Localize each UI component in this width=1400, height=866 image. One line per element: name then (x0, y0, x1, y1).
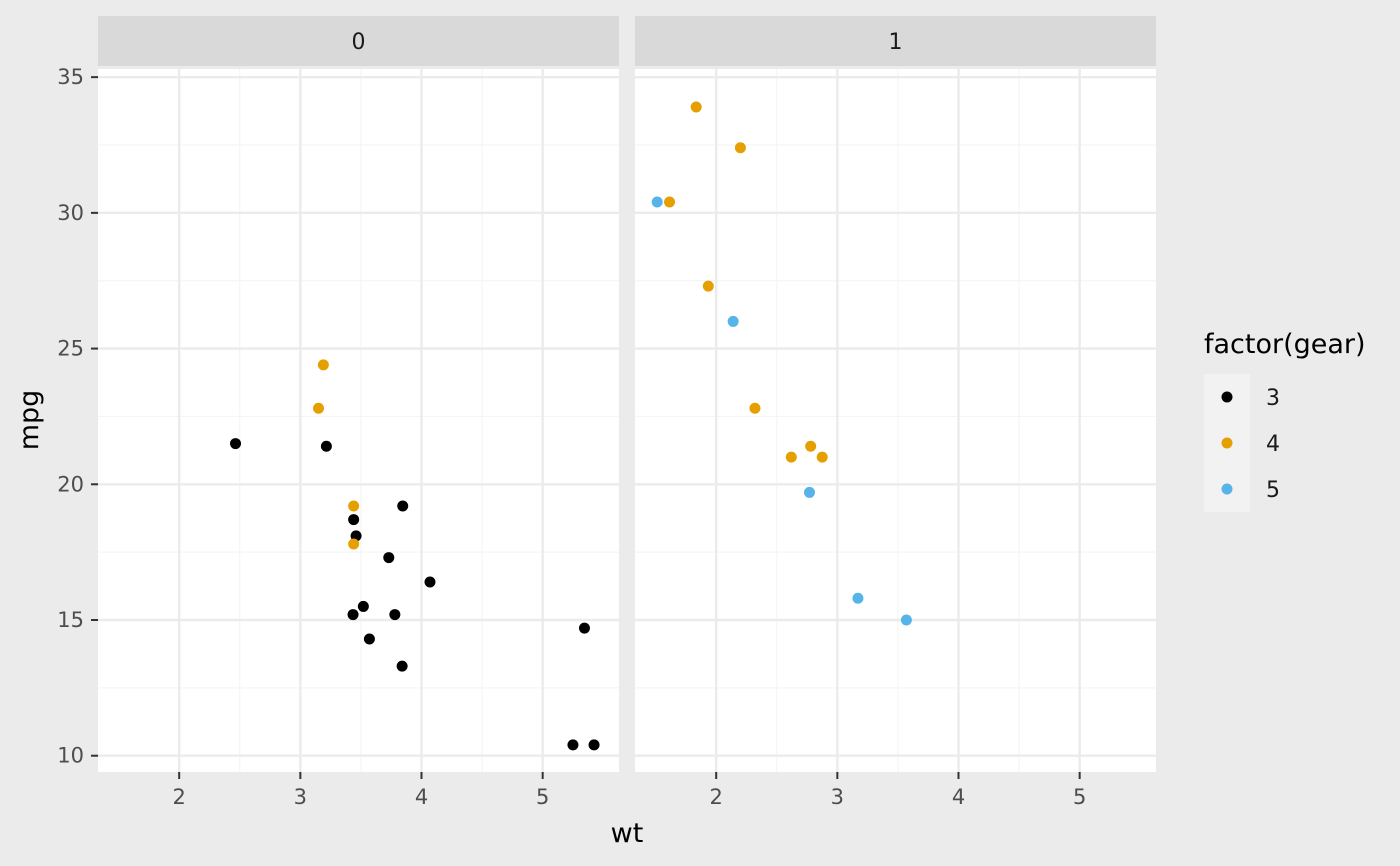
y-axis: 10 15 20 25 30 35 (57, 65, 98, 768)
data-point (397, 500, 409, 512)
x-tick-label: 4 (415, 785, 428, 809)
x-axis-title: wt (611, 818, 644, 849)
data-point (816, 451, 828, 463)
legend-title: factor(gear) (1204, 329, 1366, 360)
data-point (230, 438, 242, 450)
facet-strip-1 (635, 16, 1156, 66)
data-point (567, 739, 579, 751)
legend-label-3: 3 (1266, 386, 1280, 411)
gridlines-0 (98, 69, 619, 772)
data-point (852, 592, 864, 604)
data-point (805, 440, 817, 452)
facet-strip-0 (98, 16, 619, 66)
data-point (363, 633, 375, 645)
data-point (317, 359, 329, 371)
data-point (803, 486, 815, 498)
facet-panel-1: 1 (635, 16, 1156, 772)
data-point (389, 609, 401, 621)
x-tick-label: 2 (172, 785, 185, 809)
legend-label-5: 5 (1266, 478, 1280, 503)
y-tick-label: 35 (57, 65, 84, 89)
data-point (396, 660, 408, 672)
data-point (383, 552, 395, 564)
data-point (348, 538, 360, 550)
data-point (320, 440, 332, 452)
legend-key-4 (1221, 437, 1233, 449)
y-tick-label: 25 (57, 337, 84, 361)
y-tick-label: 15 (57, 608, 84, 632)
panel-area-1 (635, 69, 1156, 772)
gridlines-1 (635, 69, 1156, 772)
data-point (690, 101, 702, 113)
x-axis-1: 2 3 4 5 (709, 772, 1086, 809)
data-point (424, 576, 436, 588)
x-tick-label: 2 (709, 785, 722, 809)
legend-key-5 (1221, 483, 1233, 495)
x-axis-0: 2 3 4 5 (172, 772, 549, 809)
facet-panel-0: 0 (98, 16, 619, 772)
data-point (347, 609, 359, 621)
x-tick-label: 5 (1073, 785, 1086, 809)
legend-key-3 (1221, 391, 1233, 403)
legend-label-4: 4 (1266, 432, 1280, 457)
x-tick-label: 4 (952, 785, 965, 809)
data-point (785, 451, 797, 463)
data-point (651, 196, 663, 208)
y-axis-title: mpg (14, 390, 45, 451)
facet-label-1: 1 (889, 30, 903, 55)
data-point (588, 739, 600, 751)
data-point (664, 196, 676, 208)
y-tick-label: 10 (57, 744, 84, 768)
data-point (749, 402, 761, 414)
points-1 (651, 101, 912, 626)
data-point (348, 500, 360, 512)
points-0 (230, 359, 600, 751)
data-point (702, 280, 714, 292)
data-point (900, 614, 912, 626)
x-tick-label: 3 (294, 785, 307, 809)
data-point (734, 142, 746, 154)
y-tick-label: 30 (57, 201, 84, 225)
data-point (313, 402, 325, 414)
x-tick-label: 3 (831, 785, 844, 809)
data-point (348, 514, 360, 526)
y-tick-label: 20 (57, 472, 84, 496)
legend-entries: 3 4 5 (1221, 386, 1280, 503)
data-point (727, 315, 739, 327)
data-point (578, 622, 590, 634)
legend: factor(gear) 3 4 5 (1204, 329, 1366, 512)
panel-area-0 (98, 69, 619, 772)
data-point (357, 600, 369, 612)
x-tick-label: 5 (536, 785, 549, 809)
facet-label-0: 0 (352, 30, 366, 55)
